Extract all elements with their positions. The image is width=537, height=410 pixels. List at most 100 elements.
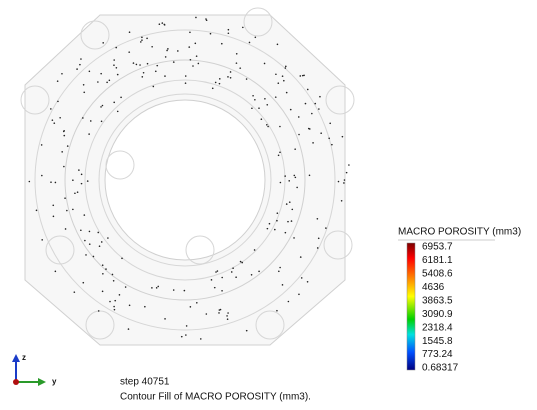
- porosity-dot: [102, 42, 104, 44]
- porosity-dot: [53, 216, 55, 218]
- porosity-dot: [74, 192, 76, 194]
- porosity-dot: [293, 175, 295, 177]
- porosity-dot: [101, 121, 103, 123]
- porosity-dot: [314, 103, 316, 105]
- porosity-dot: [212, 87, 214, 89]
- porosity-dot: [269, 223, 271, 225]
- porosity-dot: [177, 50, 179, 52]
- porosity-dot: [50, 181, 52, 183]
- porosity-dot: [72, 179, 74, 181]
- porosity-dot: [72, 209, 74, 211]
- porosity-dot: [156, 287, 158, 289]
- legend-label: 3090.9: [422, 309, 453, 320]
- porosity-dot: [52, 204, 54, 206]
- porosity-dot: [113, 64, 115, 66]
- porosity-dot: [235, 276, 237, 278]
- legend-label: 4636: [422, 282, 445, 293]
- porosity-dot: [285, 67, 287, 69]
- porosity-dot: [219, 83, 221, 85]
- porosity-dot: [181, 336, 183, 338]
- porosity-dot: [255, 37, 257, 39]
- porosity-dot: [288, 301, 290, 303]
- porosity-dot: [55, 271, 57, 273]
- porosity-dot: [200, 338, 202, 340]
- porosity-dot: [307, 89, 309, 91]
- porosity-dot: [275, 96, 277, 98]
- porosity-dot: [128, 51, 130, 53]
- porosity-dot: [141, 37, 143, 39]
- porosity-dot: [41, 175, 43, 177]
- porosity-dot: [81, 183, 83, 185]
- porosity-dot: [63, 130, 65, 132]
- porosity-dot: [309, 174, 311, 176]
- porosity-dot: [57, 80, 59, 82]
- porosity-dot: [141, 39, 143, 41]
- porosity-dot: [236, 53, 238, 55]
- porosity-dot: [29, 181, 31, 183]
- porosity-dot: [258, 107, 260, 109]
- porosity-dot: [264, 63, 266, 65]
- porosity-dot: [74, 291, 76, 293]
- porosity-dot: [267, 126, 269, 128]
- porosity-dot: [185, 334, 187, 336]
- porosity-dot: [161, 22, 163, 24]
- legend-label: 5408.6: [422, 269, 453, 280]
- porosity-dot: [318, 108, 320, 110]
- porosity-dot: [41, 144, 43, 146]
- porosity-dot: [205, 18, 207, 20]
- porosity-dot: [307, 281, 309, 283]
- porosity-dot: [78, 169, 80, 171]
- porosity-dot: [66, 210, 68, 212]
- porosity-dot: [277, 44, 279, 46]
- porosity-dot: [97, 81, 99, 83]
- porosity-dot: [188, 46, 190, 48]
- porosity-dot: [128, 328, 130, 330]
- porosity-dot: [276, 310, 278, 312]
- porosity-dot: [342, 136, 344, 138]
- porosity-dot: [328, 137, 330, 139]
- porosity-dot: [61, 151, 63, 153]
- porosity-dot: [55, 182, 57, 184]
- porosity-dot: [246, 78, 248, 80]
- porosity-dot: [79, 64, 81, 66]
- porosity-dot: [83, 84, 85, 86]
- porosity-dot: [288, 180, 290, 182]
- porosity-dot: [185, 75, 187, 77]
- porosity-dot: [173, 289, 175, 291]
- porosity-dot: [89, 70, 91, 72]
- porosity-dot: [100, 106, 102, 108]
- porosity-dot: [261, 118, 263, 120]
- porosity-dot: [77, 191, 79, 193]
- legend-label: 773.24: [422, 349, 453, 360]
- porosity-dot: [312, 142, 314, 144]
- porosity-dot: [129, 305, 131, 307]
- porosity-dot: [286, 92, 288, 94]
- axis-triad: z y: [12, 353, 57, 386]
- porosity-dot: [206, 313, 208, 315]
- porosity-dot: [146, 38, 148, 40]
- porosity-dot: [190, 59, 192, 61]
- porosity-dot: [278, 154, 280, 156]
- porosity-dot: [291, 209, 293, 211]
- porosity-dot: [98, 310, 100, 312]
- porosity-dot: [318, 237, 320, 239]
- porosity-dot: [282, 75, 284, 77]
- porosity-dot: [185, 82, 187, 84]
- legend-label: 6181.1: [422, 255, 453, 266]
- porosity-dot: [301, 277, 303, 279]
- porosity-dot: [221, 290, 223, 292]
- porosity-dot: [113, 280, 115, 282]
- porosity-dot: [36, 210, 38, 212]
- porosity-dot: [63, 166, 65, 168]
- porosity-dot: [311, 113, 313, 115]
- porosity-dot: [239, 67, 241, 69]
- porosity-dot: [303, 75, 305, 77]
- porosity-dot: [117, 74, 119, 76]
- porosity-dot: [298, 134, 300, 136]
- porosity-dot: [331, 144, 333, 146]
- porosity-dot: [276, 220, 278, 222]
- porosity-dot: [114, 309, 116, 311]
- porosity-dot: [53, 122, 55, 124]
- porosity-dot: [90, 120, 92, 122]
- porosity-dot: [129, 31, 131, 33]
